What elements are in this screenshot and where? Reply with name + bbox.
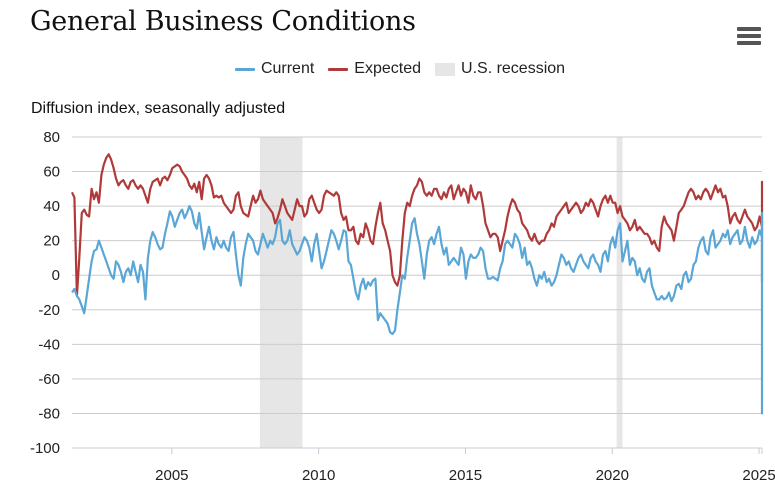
legend-swatch-expected <box>328 67 349 71</box>
y-tick-label: -80 <box>38 405 60 422</box>
hamburger-menu-icon[interactable] <box>737 27 761 45</box>
y-tick-label: -40 <box>38 336 60 353</box>
series-line-current <box>71 205 764 415</box>
series-line-expected <box>71 153 764 298</box>
y-tick-label: -100 <box>30 440 60 457</box>
legend-swatch-recession <box>435 62 456 76</box>
legend-item-expected[interactable]: Expected <box>328 60 421 78</box>
recession-bands <box>259 137 623 448</box>
legend-item-recession[interactable]: U.S. recession <box>435 60 565 78</box>
menu-bar <box>737 34 761 38</box>
x-tick-label: 2010 <box>302 467 335 484</box>
y-tick-label: -20 <box>38 302 60 319</box>
y-tick-label: 20 <box>43 233 60 250</box>
gridlines <box>72 136 762 449</box>
x-tick-label: 2005 <box>155 467 188 484</box>
legend-label-recession: U.S. recession <box>461 60 566 77</box>
legend: Current Expected U.S. recession <box>0 60 775 78</box>
legend-label-current: Current <box>260 60 315 77</box>
series-lines <box>71 153 764 415</box>
y-axis-label: Diffusion index, seasonally adjusted <box>31 100 286 117</box>
x-tick-label: 2015 <box>449 467 482 484</box>
recession-band <box>259 137 303 448</box>
y-tick-label: 40 <box>43 198 60 215</box>
x-tick-label: 2020 <box>596 467 629 484</box>
y-tick-label: 0 <box>52 267 60 284</box>
legend-swatch-current <box>234 67 255 71</box>
menu-bar <box>737 41 761 45</box>
y-tick-label: 60 <box>43 164 60 181</box>
y-tick-label: 80 <box>43 129 60 146</box>
menu-bar <box>737 27 761 31</box>
x-axis-ticks: 2005 2010 2015 2020 2025 <box>155 448 775 484</box>
recession-band <box>616 137 623 448</box>
x-tick-label: 2025 <box>742 467 775 484</box>
legend-label-expected: Expected <box>354 60 422 77</box>
chart-title: General Business Conditions <box>30 6 416 37</box>
legend-item-current[interactable]: Current <box>234 60 315 78</box>
y-tick-label: -60 <box>38 371 60 388</box>
y-axis-ticks: 80 60 40 20 0 -20 -40 -60 -80 -100 <box>30 129 60 457</box>
